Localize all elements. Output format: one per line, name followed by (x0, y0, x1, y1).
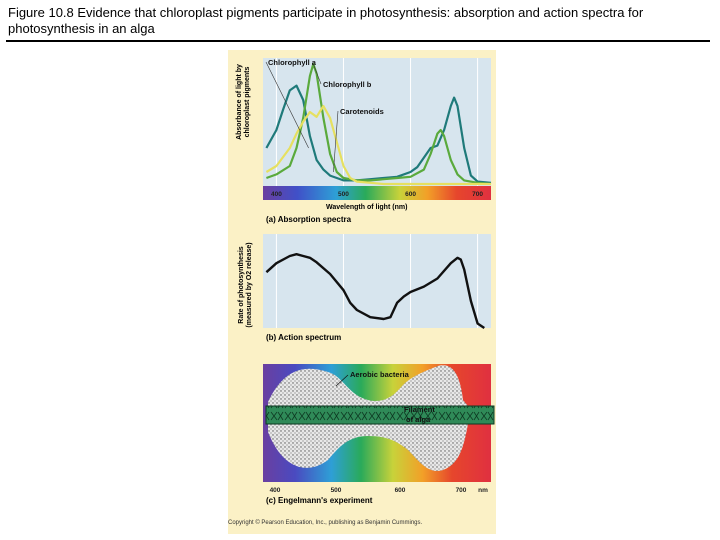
aerobic-bacteria-cluster-bottom (268, 424, 468, 471)
action-spectrum-line (265, 252, 485, 329)
panel-b-caption: (b) Action spectrum (266, 333, 342, 342)
figure-10-8: Absorbance of light by chloroplast pigme… (228, 50, 496, 534)
spectrum-bar-a (263, 186, 491, 200)
series-chlorophyll-b (266, 62, 492, 186)
engelmann-x-tick-label: 700 (456, 487, 467, 494)
filament-label: Filament (404, 405, 435, 414)
aerobic-bacteria-cluster-top (268, 365, 468, 406)
absorption-x-tick-label: 500 (338, 191, 349, 198)
annotation-leader (313, 63, 322, 85)
action-spectrum-chart (263, 234, 491, 329)
filament-label-line2: of alga (406, 415, 431, 424)
title-divider (6, 40, 710, 42)
annotation-label: Chlorophyll a (268, 58, 317, 67)
aerobic-bacteria-label: Aerobic bacteria (350, 370, 410, 379)
absorption-x-tick-label: 600 (405, 191, 416, 198)
annotation-label: Carotenoids (340, 107, 384, 116)
algal-filament (265, 405, 495, 425)
annotation-leader (333, 110, 339, 173)
engelmann-x-tick-label: 500 (331, 487, 342, 494)
series-chlorophyll-a (265, 84, 492, 184)
absorption-x-tick-label: 400 (271, 191, 282, 198)
annotation-label: Chlorophyll b (323, 80, 372, 89)
absorption-spectra-chart: 400 500 600 700 Chlorophyll a Chlorophyll b C… (263, 58, 492, 200)
panel-c-caption: (c) Engelmann's experiment (266, 496, 373, 505)
series-carotenoids (265, 104, 491, 186)
aerobic-bacteria-leader (335, 374, 349, 387)
wavelength-axis-label: Wavelength of light (nm) (326, 204, 408, 211)
copyright-credit: Copyright © Pearson Education, Inc., pub… (228, 520, 423, 526)
engelmann-x-tick-label: 400 (270, 487, 281, 494)
absorption-x-tick-label: 700 (472, 191, 483, 198)
plot-area-b (263, 234, 491, 328)
panel-a-caption: (a) Absorption spectra (266, 215, 352, 224)
slide-title: Figure 10.8 Evidence that chloroplast pi… (8, 5, 644, 36)
annotation-leader (265, 61, 309, 149)
engelmann-x-tick-label: 600 (395, 487, 406, 494)
engelmann-x-tick-label: nm (478, 487, 488, 494)
engelmann-experiment-panel: 400 500 600 700 nm Aerobic bacteria Filamento… (263, 364, 495, 494)
